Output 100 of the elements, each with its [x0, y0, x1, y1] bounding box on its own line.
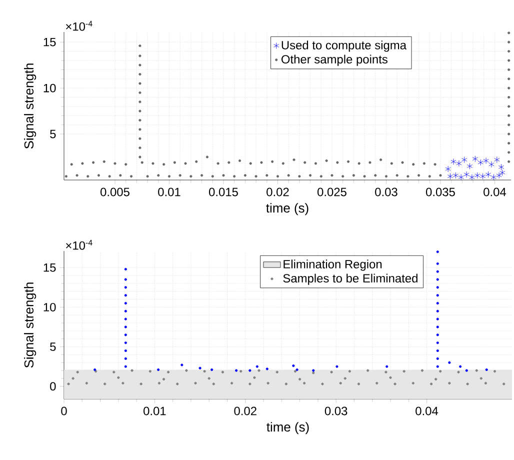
point: [124, 318, 127, 320]
point: [462, 156, 468, 163]
point: [148, 370, 152, 373]
text: ×10$^{-4}$: [66, 240, 92, 250]
point: [124, 310, 127, 312]
point: [456, 160, 462, 167]
point: [221, 370, 224, 374]
point: [485, 171, 492, 178]
point: [366, 369, 370, 372]
point: [248, 382, 252, 386]
point: [450, 158, 456, 165]
point: [475, 369, 478, 372]
x-tick-label: 0.005: [100, 188, 130, 196]
x-tick-label: 0.03: [375, 188, 398, 196]
point: [484, 382, 487, 384]
point: [303, 382, 306, 384]
point: [284, 382, 288, 386]
point: [167, 370, 170, 374]
point: [344, 377, 346, 380]
point: [436, 342, 439, 344]
point: [198, 366, 202, 370]
point: [140, 382, 142, 386]
point: [436, 302, 439, 305]
point: [124, 268, 127, 270]
point: [436, 270, 439, 273]
point: [176, 382, 179, 386]
point: [124, 278, 127, 281]
point: [402, 370, 406, 373]
point: [459, 365, 462, 368]
point: [124, 365, 127, 368]
x-tick-label: 0.02: [234, 406, 256, 416]
point: [266, 382, 270, 384]
point: [478, 159, 484, 166]
point: [502, 382, 506, 386]
point: [122, 382, 124, 384]
point: [212, 382, 215, 386]
x-tick-label: 0.015: [209, 188, 238, 196]
point: [298, 378, 302, 381]
x-tick-label: 0.01: [158, 188, 180, 196]
point: [158, 382, 161, 384]
point: [76, 370, 79, 374]
point: [466, 163, 473, 170]
point: [466, 382, 469, 386]
point: [112, 370, 116, 374]
x-tick-label: 0.035: [426, 188, 455, 196]
point: [436, 349, 439, 352]
point: [104, 382, 106, 386]
point: [292, 364, 295, 368]
point: [117, 376, 120, 379]
point: [493, 370, 496, 373]
point: [256, 365, 258, 368]
point: [157, 368, 160, 372]
x-tick-label: 0: [61, 406, 67, 416]
point: [235, 369, 238, 372]
point: [465, 369, 468, 372]
y-tick-label: 0: [50, 382, 56, 391]
point: [386, 365, 388, 368]
point: [480, 377, 482, 380]
point: [448, 382, 451, 384]
point: [194, 382, 197, 384]
point: [412, 382, 414, 384]
y-tick-label: 10: [44, 302, 56, 312]
point: [448, 361, 451, 364]
point: [480, 173, 486, 180]
point: [439, 370, 442, 373]
point: [124, 357, 127, 360]
point: [389, 376, 392, 379]
point: [458, 174, 464, 180]
legend-label: Samples to be Eliminated: [283, 274, 418, 285]
point: [430, 382, 433, 386]
legend-label: Elimination Region: [284, 260, 382, 271]
point: [124, 302, 127, 305]
point: [124, 326, 127, 328]
point: [436, 250, 439, 254]
point: [376, 382, 378, 384]
point: [185, 369, 188, 372]
text: ×10$^{-4}$: [66, 20, 92, 31]
x-axis-title: time (s): [266, 422, 309, 434]
legend-label: Used to compute sigma: [282, 40, 406, 52]
point: [258, 369, 260, 372]
point: [240, 370, 242, 373]
point: [485, 368, 488, 372]
point: [162, 378, 166, 381]
y-tick-label: 15: [44, 263, 56, 272]
point: [452, 172, 458, 179]
point: [436, 357, 439, 360]
point: [496, 172, 502, 179]
point: [464, 171, 470, 178]
point: [436, 318, 439, 320]
y-axis-title: Signal strength: [24, 64, 36, 149]
point: [436, 294, 439, 297]
point: [394, 382, 396, 386]
point: [483, 158, 489, 164]
y-tick-label: 5: [50, 342, 56, 351]
point: [67, 382, 70, 386]
y-axis-title: Signal strength: [24, 282, 36, 368]
point: [436, 326, 439, 328]
point: [436, 365, 439, 368]
point: [276, 370, 278, 374]
point: [436, 262, 439, 265]
